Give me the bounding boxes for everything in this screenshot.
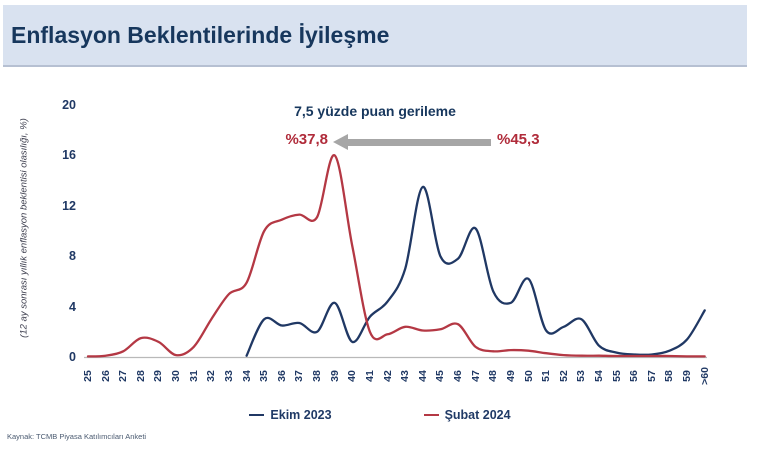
x-tick-label: >60 <box>698 367 711 385</box>
y-tick-label: 12 <box>62 198 76 213</box>
series-line-ekim-2023 <box>245 185 706 357</box>
legend-label: Ekim 2023 <box>270 408 332 422</box>
annotation-right-value: %45,3 <box>497 131 540 148</box>
source-note: Kaynak: TCMB Piyasa Katılımcıları Anketi <box>7 432 147 441</box>
chart-legend: Ekim 2023 Şubat 2024 <box>0 408 760 422</box>
y-tick-label: 4 <box>69 299 76 314</box>
legend-swatch-subat-2024 <box>423 413 439 417</box>
y-tick-label: 8 <box>69 249 76 264</box>
arrow-shaft <box>348 138 491 146</box>
y-tick-label: 0 <box>69 350 76 364</box>
y-tick-label: 20 <box>62 98 76 112</box>
annotation-text: 7,5 yüzde puan gerileme <box>294 103 456 119</box>
legend-swatch-ekim-2023 <box>249 413 265 417</box>
legend-item-ekim-2023: Ekim 2023 <box>249 408 332 422</box>
legend-item-subat-2024: Şubat 2024 <box>423 408 511 422</box>
legend-label: Şubat 2024 <box>444 408 511 422</box>
header-band: Enflasyon Beklentilerinde İyileşme <box>3 5 747 67</box>
arrow-head-icon <box>333 134 348 150</box>
y-tick-label: 16 <box>62 148 76 163</box>
left-arrow-icon <box>333 134 491 150</box>
annotation-left-value: %37,8 <box>285 131 328 148</box>
y-axis-title: (12 ay sonrası yıllık enflasyon beklenti… <box>18 118 30 338</box>
series-line-subat-2024 <box>86 154 706 358</box>
page-title: Enflasyon Beklentilerinde İyileşme <box>11 21 390 48</box>
